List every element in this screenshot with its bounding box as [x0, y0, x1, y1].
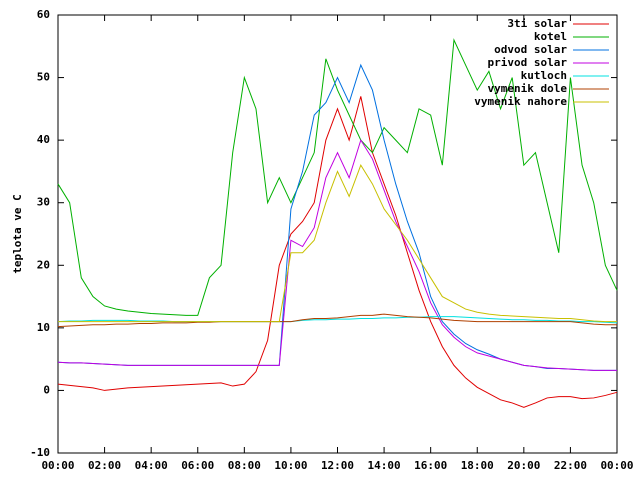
x-tick-label: 02:00: [88, 459, 121, 472]
y-axis-label: teplota ve C: [11, 194, 24, 273]
x-tick-label: 20:00: [507, 459, 540, 472]
y-tick-label: 0: [43, 383, 50, 396]
series-line: [58, 164, 617, 323]
y-tick-label: 60: [37, 8, 50, 21]
x-tick-label: 08:00: [228, 459, 261, 472]
series-line: [57, 96, 618, 408]
legend-label: privod solar: [488, 56, 568, 69]
x-tick-label: 06:00: [181, 459, 214, 472]
y-tick-label: 40: [37, 133, 50, 146]
x-tick-label: 00:00: [41, 459, 74, 472]
legend-label: kotel: [534, 30, 567, 43]
legend-label: vymenik dole: [488, 82, 568, 95]
legend-label: kutloch: [521, 69, 567, 82]
series-line: [57, 313, 617, 328]
x-tick-label: 18:00: [461, 459, 494, 472]
x-tick-label: 14:00: [368, 459, 401, 472]
y-tick-label: 30: [37, 196, 50, 209]
legend-label: 3ti solar: [507, 17, 567, 30]
x-tick-label: 22:00: [554, 459, 587, 472]
series-line: [57, 138, 617, 371]
series-line: [57, 316, 618, 324]
x-tick-label: 00:00: [600, 459, 633, 472]
y-tick-label: 50: [37, 71, 50, 84]
y-tick-label: -10: [30, 446, 50, 459]
x-tick-label: 12:00: [321, 459, 354, 472]
series-line: [57, 38, 618, 316]
x-tick-label: 10:00: [274, 459, 307, 472]
y-tick-label: 10: [37, 321, 50, 334]
y-tick-label: 20: [37, 258, 50, 271]
x-tick-label: 04:00: [135, 459, 168, 472]
legend-label: odvod solar: [494, 43, 567, 56]
series-line: [57, 63, 617, 371]
x-tick-label: 16:00: [414, 459, 447, 472]
legend-label: vymenik nahore: [474, 95, 567, 108]
